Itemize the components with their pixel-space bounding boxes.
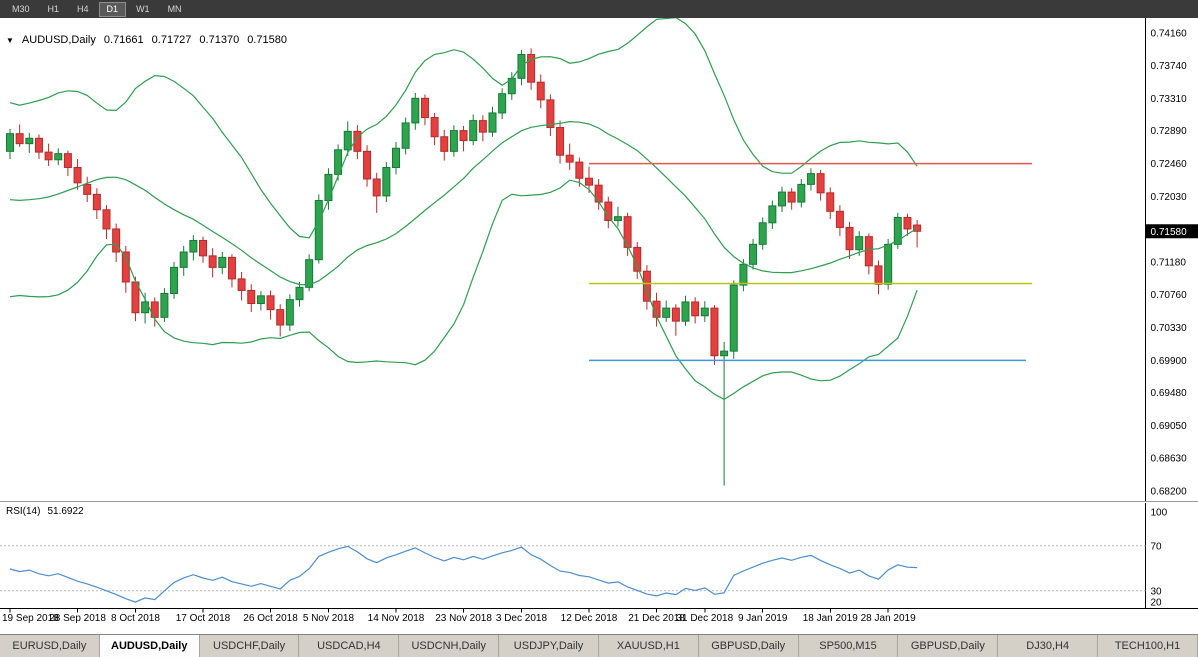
candlesticks-layer: [6, 48, 922, 486]
date-axis-label: 23 Nov 2018: [435, 613, 492, 624]
chart-tab-usdjpy-daily[interactable]: USDJPY,Daily: [499, 635, 599, 657]
price-axis-label: 0.68630: [1151, 453, 1188, 464]
chart-collapse-icon[interactable]: ▼: [6, 35, 14, 45]
rsi-scale-label: 20: [1151, 598, 1163, 609]
date-axis-label: 3 Dec 2018: [496, 613, 548, 624]
price-axis-label: 0.69480: [1151, 388, 1188, 399]
price-axis-label: 0.72890: [1151, 126, 1188, 137]
timeframe-button-m30[interactable]: M30: [12, 3, 30, 14]
chart-tab-gbpusd-daily[interactable]: GBPUSD,Daily: [698, 635, 799, 657]
chart-tab-dj30-h4[interactable]: DJ30,H4: [998, 635, 1099, 657]
date-axis-label: 17 Oct 2018: [176, 613, 231, 624]
price-axis-label: 0.69050: [1151, 421, 1188, 432]
price-chart-canvas[interactable]: 0.74160 0.73740 0.73310 0.72890 0.72460 0.720…: [0, 18, 1198, 634]
chart-tab-usdcad-h4[interactable]: USDCAD,H4: [299, 635, 400, 657]
price-axis-label: 0.70330: [1151, 323, 1188, 334]
timeframe-button-mn[interactable]: MN: [167, 3, 182, 14]
date-axis-label: 28 Jan 2019: [861, 613, 916, 624]
price-axis-label: 0.73310: [1151, 94, 1188, 105]
date-axis-label: 14 Nov 2018: [368, 613, 425, 624]
bollinger-lower-band: [9, 179, 918, 401]
date-axis-label: 18 Jan 2019: [803, 613, 858, 624]
current-price-marker: [1146, 224, 1198, 239]
rsi-scale-label: 30: [1151, 586, 1163, 597]
chart-tab-usdchf-daily[interactable]: USDCHF,Daily: [199, 635, 300, 657]
date-axis-label: 8 Oct 2018: [111, 613, 160, 624]
timeframe-button-h4[interactable]: H4: [77, 3, 89, 14]
rsi-scale-label: 100: [1151, 508, 1168, 519]
timeframe-toolbar: M30 H1 H4 D1 W1 MN: [0, 0, 1198, 18]
date-axis-label: 21 Dec 2018: [628, 613, 685, 624]
timeframe-button-w1[interactable]: W1: [136, 3, 150, 14]
date-axis-label: 28 Sep 2018: [49, 613, 106, 624]
date-axis-label: 19 Sep 2018: [2, 613, 59, 624]
chart-tab-xauusd-h1[interactable]: XAUUSD,H1: [598, 635, 699, 657]
price-axis-label: 0.68200: [1151, 487, 1188, 498]
chart-area: 0.74160 0.73740 0.73310 0.72890 0.72460 0.720…: [0, 18, 1198, 634]
chart-tab-sp500-m15[interactable]: SP500,M15: [798, 635, 899, 657]
price-axis-label: 0.70760: [1151, 290, 1188, 301]
timeframe-button-h1[interactable]: H1: [47, 3, 60, 14]
price-axis-label: 0.73740: [1151, 61, 1188, 72]
chart-tabs-bar: EURUSD,Daily AUDUSD,Daily USDCHF,Daily USDC…: [0, 634, 1198, 657]
timeframe-button-d1[interactable]: D1: [98, 1, 127, 17]
price-axis-label: 0.72030: [1151, 192, 1188, 203]
date-axis-label: 9 Jan 2019: [738, 613, 788, 624]
price-axis-label: 0.69900: [1151, 356, 1188, 367]
chart-tab-eurusd-daily[interactable]: EURUSD,Daily: [0, 635, 100, 657]
rsi-scale-label: 70: [1151, 541, 1163, 552]
date-axis-label: 5 Nov 2018: [303, 613, 355, 624]
chart-tab-audusd-daily[interactable]: AUDUSD,Daily: [99, 635, 200, 657]
chart-tab-tech100-h1[interactable]: TECH100,H1: [1098, 635, 1198, 657]
date-axis-label: 31 Dec 2018: [676, 613, 733, 624]
bollinger-upper-band: [9, 18, 918, 239]
date-axis-label: 12 Dec 2018: [561, 613, 618, 624]
chart-tab-gbpusd-daily[interactable]: GBPUSD,Daily: [898, 635, 999, 657]
bollinger-middle-band: [9, 120, 918, 286]
price-axis-label: 0.71180: [1151, 258, 1187, 269]
current-price-label: 0.71580: [1151, 227, 1188, 238]
rsi-line: [9, 545, 918, 603]
chart-tab-usdcnh-daily[interactable]: USDCNH,Daily: [399, 635, 500, 657]
date-axis-label: 26 Oct 2018: [243, 613, 298, 624]
price-axis-label: 0.72460: [1151, 159, 1188, 170]
price-axis-label: 0.74160: [1151, 29, 1188, 40]
